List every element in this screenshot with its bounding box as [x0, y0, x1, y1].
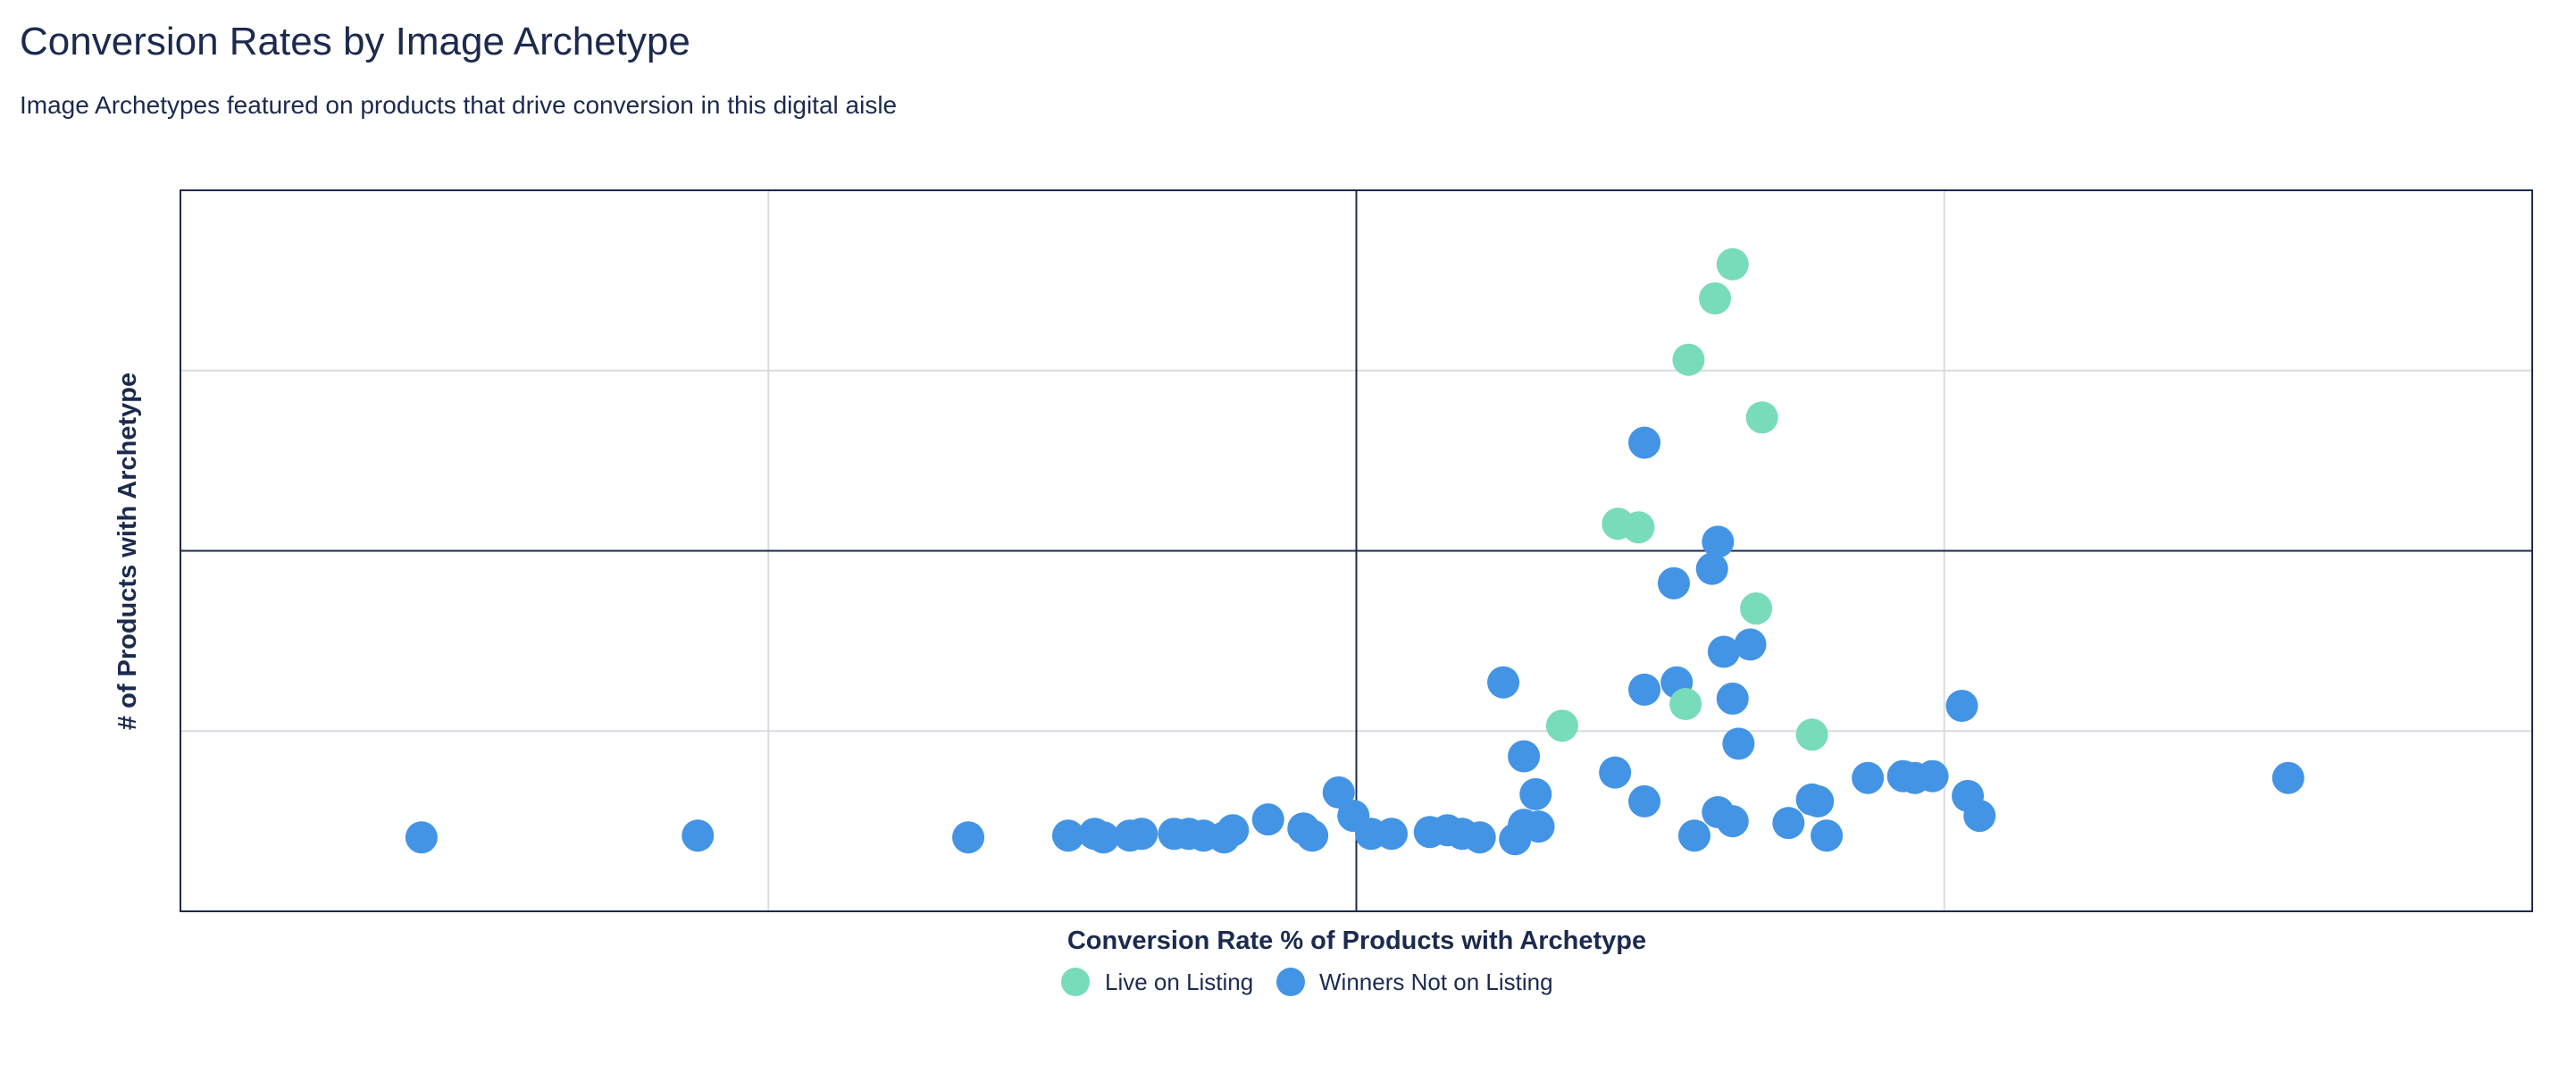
data-point[interactable]	[1677, 819, 1710, 852]
quadrant-lines	[180, 190, 2532, 911]
data-point[interactable]	[1734, 628, 1767, 661]
data-point[interactable]	[1916, 759, 1949, 792]
data-point[interactable]	[1051, 819, 1084, 852]
data-point[interactable]	[1702, 525, 1735, 558]
chart-title: Conversion Rates by Image Archetype	[20, 20, 690, 63]
data-point[interactable]	[1740, 592, 1773, 625]
data-point[interactable]	[1745, 401, 1778, 434]
data-point[interactable]	[1375, 818, 1408, 851]
legend-swatch-live-on-listing	[1061, 968, 1090, 996]
data-point[interactable]	[1463, 821, 1496, 854]
data-point[interactable]	[1217, 814, 1250, 847]
data-point[interactable]	[1716, 682, 1749, 715]
data-point[interactable]	[1672, 343, 1705, 376]
legend-label-winners-not-on-listing: Winners Not on Listing	[1319, 969, 1553, 995]
data-point[interactable]	[1695, 552, 1728, 585]
data-point[interactable]	[1657, 566, 1690, 600]
data-point[interactable]	[1628, 426, 1661, 459]
data-point[interactable]	[1795, 718, 1828, 751]
data-point[interactable]	[682, 819, 715, 852]
data-point[interactable]	[1852, 761, 1885, 794]
data-point[interactable]	[1669, 687, 1702, 720]
legend-label-live-on-listing: Live on Listing	[1105, 969, 1253, 995]
data-point[interactable]	[952, 821, 985, 854]
data-point[interactable]	[1522, 810, 1555, 843]
legend-item-live-on-listing[interactable]: Live on Listing	[1061, 968, 1253, 996]
data-point[interactable]	[1322, 776, 1355, 809]
data-point[interactable]	[1772, 807, 1805, 840]
legend: Live on Listing Winners Not on Listing	[1061, 968, 1553, 996]
series-winners-not-on-listing	[405, 426, 2304, 856]
data-point[interactable]	[1945, 690, 1978, 723]
data-point[interactable]	[2271, 761, 2304, 794]
data-point[interactable]	[1811, 819, 1844, 852]
data-point[interactable]	[1802, 784, 1835, 818]
chart-subtitle: Image Archetypes featured on products th…	[20, 91, 898, 119]
data-point[interactable]	[1963, 800, 1996, 833]
data-point[interactable]	[1699, 282, 1732, 315]
data-point[interactable]	[1716, 805, 1749, 838]
data-point[interactable]	[1545, 709, 1578, 742]
y-axis-label: # of Products with Archetype	[113, 373, 142, 730]
data-point[interactable]	[1508, 740, 1541, 773]
data-point[interactable]	[1296, 819, 1329, 852]
legend-swatch-winners-not-on-listing	[1276, 968, 1305, 996]
data-point[interactable]	[1487, 666, 1520, 699]
data-point[interactable]	[1125, 818, 1158, 851]
series-live-on-listing	[1545, 247, 1828, 751]
x-axis-label: Conversion Rate % of Products with Arche…	[1067, 927, 1646, 955]
legend-item-winners-not-on-listing[interactable]: Winners Not on Listing	[1276, 968, 1553, 996]
data-point[interactable]	[1722, 727, 1755, 760]
data-point[interactable]	[1251, 803, 1284, 836]
data-points	[405, 247, 2304, 856]
data-point[interactable]	[1628, 784, 1661, 818]
data-point[interactable]	[1599, 756, 1632, 789]
data-point[interactable]	[1519, 777, 1552, 810]
data-point[interactable]	[1087, 821, 1120, 854]
data-point[interactable]	[1628, 673, 1661, 706]
data-point[interactable]	[1622, 511, 1655, 544]
data-point[interactable]	[1707, 635, 1740, 668]
data-point[interactable]	[405, 821, 438, 854]
data-point[interactable]	[1716, 247, 1749, 281]
